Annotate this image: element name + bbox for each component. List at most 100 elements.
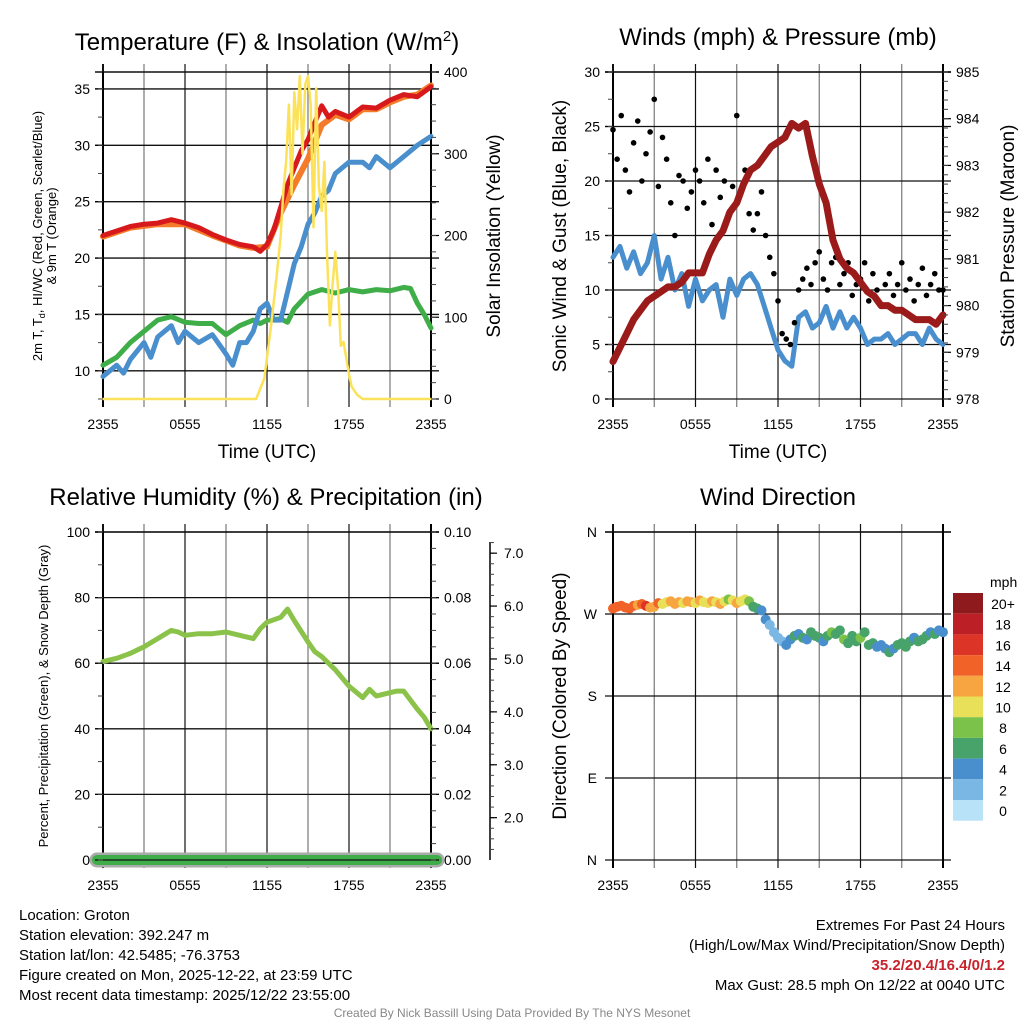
extremes-title: Extremes For Past 24 Hours	[815, 917, 1005, 934]
gust-point	[639, 178, 645, 184]
gust-point	[667, 200, 674, 206]
x-tick-label: 0555	[169, 877, 200, 893]
gust-point	[882, 281, 889, 288]
gust-point	[812, 259, 818, 266]
gust-point	[655, 183, 662, 190]
right-y-tick-label: 985	[956, 64, 980, 80]
gust-point	[931, 270, 938, 277]
left-y-tick-label: 35	[74, 81, 90, 97]
gust-point	[841, 270, 847, 277]
gust-point	[647, 129, 653, 135]
left-y-tick-label: 0	[82, 852, 90, 868]
gust-point	[709, 221, 715, 228]
gust-point	[618, 112, 625, 119]
left-y-tick-label: 0	[592, 391, 600, 407]
left-y-tick-label: 100	[67, 524, 91, 540]
colorbar-swatch	[953, 593, 983, 614]
colorbar-swatch	[953, 800, 983, 821]
colorbar-swatch	[953, 655, 983, 676]
right-y-tick-label: 983	[956, 157, 980, 173]
x-tick-label: 2355	[927, 416, 958, 432]
gust-point	[688, 189, 695, 195]
extremes-subtitle: (High/Low/Max Wind/Precipitation/Snow De…	[689, 937, 1005, 954]
colorbar-label: 20+	[991, 596, 1015, 612]
gust-point	[907, 276, 913, 282]
sonic-wind-line	[610, 233, 946, 369]
right-y-tick-label: 981	[956, 251, 980, 267]
x-tick-label: 2355	[415, 877, 446, 893]
left-y-tick-label: 30	[584, 64, 600, 80]
gust-point	[816, 249, 823, 255]
gust-point	[795, 287, 802, 293]
gust-point	[775, 298, 781, 304]
colorbar-swatch	[953, 634, 983, 656]
x-tick-label: 2355	[597, 416, 628, 432]
left-y-tick-label: 15	[584, 228, 600, 244]
gust-point	[733, 112, 740, 119]
gust-point	[680, 178, 686, 184]
gust-point	[824, 287, 831, 293]
speed-colorbar: mph 20+ 18 16 14 12 10 8 6 4 2 0	[953, 574, 1017, 821]
gust-point	[610, 126, 616, 133]
colorbar-swatch	[953, 737, 983, 759]
gust-point	[614, 156, 620, 162]
wind-direction-chart-title: Wind Direction	[700, 484, 856, 511]
gust-point	[717, 194, 724, 201]
gust-point	[684, 205, 691, 212]
colorbar-label: 8	[999, 720, 1007, 736]
gust-point	[923, 292, 930, 299]
extremes-panel: Extremes For Past 24 Hours (High/Low/Max…	[689, 916, 1005, 996]
gust-point	[791, 319, 798, 326]
latlon-label: Station lat/lon: 42.5485; -76.3753	[19, 947, 241, 964]
x-tick-label: 2355	[597, 877, 628, 893]
gust-point	[692, 167, 699, 173]
left-y-tick-label: 25	[74, 194, 90, 210]
x-tick-label: 1155	[252, 877, 282, 893]
x-tick-label: 1155	[252, 416, 282, 432]
colorbar-label: 16	[995, 637, 1011, 653]
gust-point	[915, 281, 922, 288]
created-label: Figure created on Mon, 2025-12-22, at 23…	[19, 967, 353, 984]
relative-humidity-line	[100, 606, 434, 732]
colorbar-swatch	[953, 779, 983, 800]
left-y-tick-label: 20	[74, 250, 90, 266]
gust-point	[936, 287, 942, 293]
temperature-x-axis-label: Time (UTC)	[218, 442, 317, 463]
max-gust-label: Max Gust: 28.5 mph On 12/22 at 0040 UTC	[714, 977, 1005, 994]
colorbar-label: 14	[995, 658, 1011, 674]
colorbar-title: mph	[990, 574, 1017, 590]
left-y-tick-label: 30	[74, 137, 90, 153]
insolation-line	[101, 74, 433, 401]
left-y-tick-label: 20	[74, 786, 90, 802]
gust-point	[672, 232, 678, 239]
colorbar-label: 18	[995, 617, 1011, 633]
wind-direction-point	[801, 634, 812, 645]
gust-point	[626, 189, 633, 195]
gust-point	[762, 232, 769, 239]
winds-y-axis-label: Sonic Wind & Gust (Blue, Black)	[550, 100, 571, 372]
left-y-tick-label: 60	[74, 655, 90, 671]
humidity-y-axis-label: Percent, Precipitation (Green), & Snow D…	[36, 545, 51, 848]
pressure-y-axis-label: Station Pressure (Maroon)	[998, 125, 1019, 348]
x-tick-label: 1755	[845, 416, 876, 432]
wind-direction-chart: Wind Direction 2355 0555 1155 1755 2355NWSEN…	[550, 484, 1017, 893]
right-y-tick-label: 400	[444, 64, 468, 80]
winds-chart: Winds (mph) & Pressure (mb) 2355 0555 1155…	[550, 24, 1019, 463]
gust-point	[820, 276, 827, 282]
right-y-tick-label: 982	[956, 204, 980, 220]
left-y-tick-label: 10	[74, 363, 90, 379]
gust-point	[808, 281, 814, 288]
colorbar-label: 6	[999, 741, 1007, 757]
location-label: Location: Groton	[19, 907, 130, 924]
gust-point	[643, 150, 649, 157]
left-y-tick-label: 80	[74, 590, 90, 606]
elevation-label: Station elevation: 392.247 m	[19, 927, 210, 944]
temperature-y-axis-label-line2: & 9m T (Orange)	[44, 187, 59, 284]
wind-direction-y-axis-label: Direction (Colored By Speed)	[550, 572, 571, 819]
right-y-tick-label: 100	[444, 309, 468, 325]
gust-point	[940, 287, 946, 293]
right-y-tick-label: 0	[444, 391, 452, 407]
station-info: Location: Groton Station elevation: 392.…	[19, 906, 353, 1006]
snow-depth-tick-label: 5.0	[504, 651, 524, 667]
gust-point	[729, 183, 736, 190]
